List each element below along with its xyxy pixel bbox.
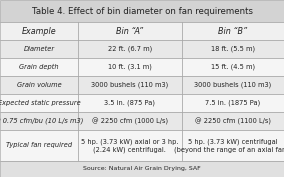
Text: Typical fan required: Typical fan required — [6, 142, 72, 149]
Bar — [78, 94, 182, 112]
Text: 18 ft. (5.5 m): 18 ft. (5.5 m) — [211, 46, 255, 52]
Bar — [0, 112, 78, 130]
Text: Grain volume: Grain volume — [17, 82, 61, 88]
Bar — [0, 40, 78, 58]
Bar — [182, 22, 284, 40]
Bar — [78, 22, 182, 40]
Bar — [0, 58, 78, 76]
Text: 3.5 in. (875 Pa): 3.5 in. (875 Pa) — [105, 100, 155, 106]
Text: 7.5 in. (1875 Pa): 7.5 in. (1875 Pa) — [205, 100, 260, 106]
Text: 15 ft. (4.5 m): 15 ft. (4.5 m) — [211, 64, 255, 70]
Text: Diameter: Diameter — [24, 46, 55, 52]
Text: 5 hp. (3.73 kW) centrifugal
(beyond the range of an axial fan).: 5 hp. (3.73 kW) centrifugal (beyond the … — [174, 138, 284, 153]
Text: @ 2250 cfm (1000 L/s): @ 2250 cfm (1000 L/s) — [92, 117, 168, 125]
Bar — [0, 161, 284, 177]
Text: Grain depth: Grain depth — [19, 64, 59, 70]
Text: @ 2250 cfm (1100 L/s): @ 2250 cfm (1100 L/s) — [195, 117, 271, 125]
Bar — [0, 0, 284, 22]
Text: Table 4. Effect of bin diameter on fan requirements: Table 4. Effect of bin diameter on fan r… — [32, 7, 252, 16]
Bar — [78, 130, 182, 161]
Bar — [78, 112, 182, 130]
Text: 10 ft. (3.1 m): 10 ft. (3.1 m) — [108, 64, 152, 70]
Bar — [0, 22, 78, 40]
Text: Expected static pressure: Expected static pressure — [0, 100, 80, 106]
Bar — [78, 40, 182, 58]
Text: Bin “A”: Bin “A” — [116, 27, 143, 36]
Bar — [182, 112, 284, 130]
Bar — [182, 76, 284, 94]
Text: 3000 bushels (110 m3): 3000 bushels (110 m3) — [91, 82, 169, 88]
Text: 22 ft. (6.7 m): 22 ft. (6.7 m) — [108, 46, 152, 52]
Bar — [182, 94, 284, 112]
Text: Source: Natural Air Grain Drying, SAF: Source: Natural Air Grain Drying, SAF — [83, 167, 201, 172]
Bar — [182, 130, 284, 161]
Bar — [78, 58, 182, 76]
Text: 5 hp. (3.73 kW) axial or 3 hp.
(2.24 kW) centrifugal.: 5 hp. (3.73 kW) axial or 3 hp. (2.24 kW)… — [81, 138, 179, 153]
Text: @ 0.75 cfm/bu (10 L/s m3): @ 0.75 cfm/bu (10 L/s m3) — [0, 117, 84, 125]
Bar — [0, 76, 78, 94]
Bar — [182, 58, 284, 76]
Bar — [0, 130, 78, 161]
Bar — [78, 76, 182, 94]
Bar — [182, 40, 284, 58]
Text: 3000 bushels (110 m3): 3000 bushels (110 m3) — [194, 82, 272, 88]
Bar — [0, 94, 78, 112]
Text: Example: Example — [22, 27, 56, 36]
Text: Bin “B”: Bin “B” — [218, 27, 247, 36]
